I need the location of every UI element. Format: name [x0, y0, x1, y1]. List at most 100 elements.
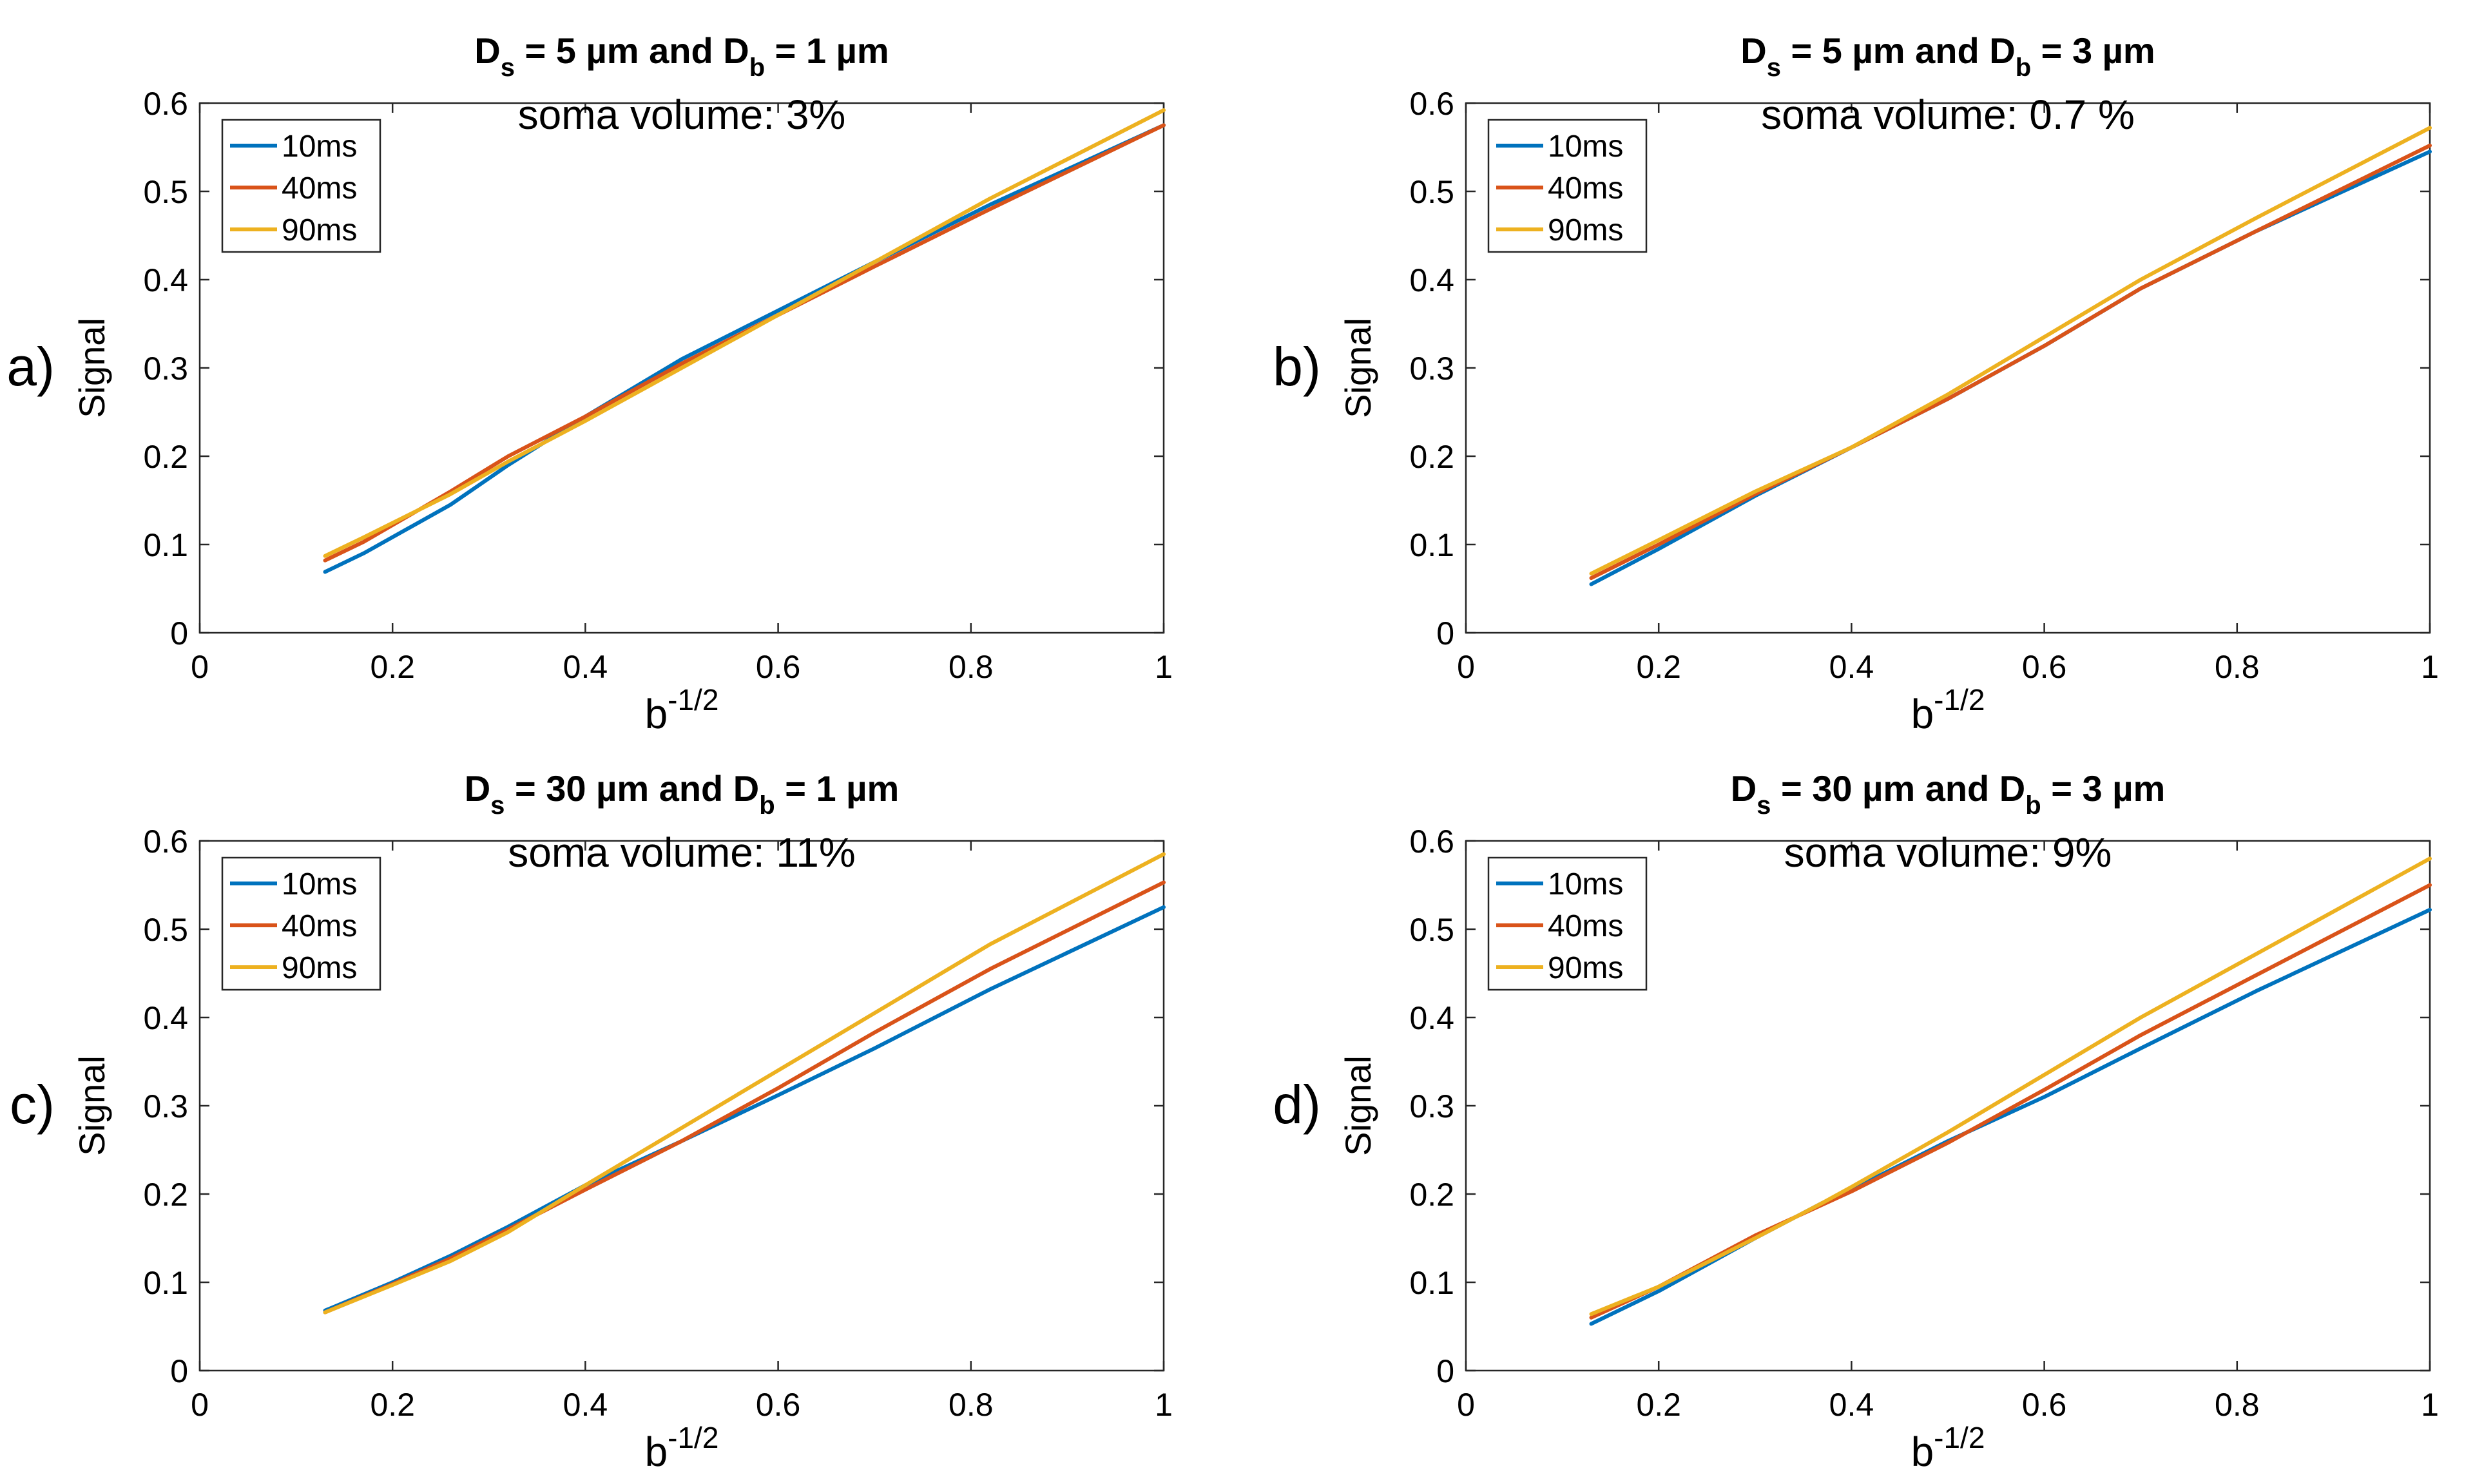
x-axis-label-base: b	[1911, 1429, 1934, 1475]
x-tick-label: 0.2	[1636, 1387, 1681, 1423]
series-line-40ms	[323, 880, 1166, 1315]
chart-subtitle: soma volume: 9%	[1784, 829, 2112, 876]
title-text: = 1 µm	[765, 30, 889, 71]
chart-panel-b: 0 0.1 0.2 0.3 0.4 0.5 0.6 0 0.2 0.4 0.6 0.8 1 10ms 40m…	[1273, 30, 2439, 737]
title-text: = 3 µm	[2041, 768, 2166, 809]
x-tick-label: 0.6	[756, 649, 801, 685]
panel-label: c)	[10, 1074, 55, 1135]
y-tick-label: 0	[170, 615, 188, 651]
title-subscript: s	[490, 791, 505, 820]
title-text: D	[474, 30, 500, 71]
x-tick-label: 0.4	[1829, 649, 1874, 685]
chart-title: Ds = 30 µm and Db = 1 µm	[465, 768, 900, 820]
x-tick-label: 1	[1155, 649, 1173, 685]
x-tick-label: 0.6	[2022, 1387, 2067, 1423]
y-tick-label: 0.5	[143, 912, 188, 948]
chart-subtitle: soma volume: 0.7 %	[1761, 92, 2135, 138]
y-tick-label: 0.6	[143, 824, 188, 860]
panel-label: d)	[1273, 1074, 1321, 1135]
series-line-10ms	[1589, 149, 2432, 586]
series-line-90ms	[1589, 856, 2432, 1316]
legend-label: 40ms	[282, 909, 357, 943]
series-line-10ms	[1589, 907, 2432, 1326]
chart-title: Ds = 30 µm and Db = 3 µm	[1731, 768, 2166, 820]
y-tick-label: 0.4	[143, 262, 188, 298]
y-tick-label: 0.2	[143, 439, 188, 475]
series-line-90ms	[323, 852, 1166, 1315]
x-tick-label: 0.8	[2215, 649, 2260, 685]
y-tick-label: 0.2	[1409, 439, 1454, 475]
x-tick-label: 0.8	[948, 649, 994, 685]
title-text: D	[465, 768, 490, 809]
x-tick-label: 0.4	[1829, 1387, 1874, 1423]
series-line-10ms	[323, 905, 1166, 1313]
y-tick-label: 0.2	[143, 1177, 188, 1213]
legend-label: 10ms	[282, 130, 357, 164]
chart-panel-a: 0 0.1 0.2 0.3 0.4 0.5 0.6 0 0.2 0.4 0.6 0.8 1 10ms 40m…	[6, 30, 1173, 737]
x-axis-label-sup: -1/2	[1934, 683, 1985, 717]
title-text: = 30 µm and D	[505, 768, 759, 809]
x-tick-label: 0	[1457, 1387, 1475, 1423]
legend-label: 40ms	[1548, 171, 1623, 206]
chart-subtitle: soma volume: 11%	[508, 829, 856, 876]
x-axis-label-base: b	[1911, 691, 1934, 737]
x-tick-label: 0.8	[2215, 1387, 2260, 1423]
series-line-40ms	[1589, 883, 2432, 1320]
x-axis-label-base: b	[645, 1429, 668, 1475]
y-tick-label: 0.1	[143, 1265, 188, 1301]
x-tick-label: 0.6	[756, 1387, 801, 1423]
y-tick-label: 0.3	[1409, 1088, 1454, 1124]
y-tick-label: 0.4	[143, 1000, 188, 1036]
title-subscript: s	[1767, 53, 1781, 82]
chart-title: Ds = 5 µm and Db = 3 µm	[1740, 30, 2155, 82]
title-text: D	[1731, 768, 1757, 809]
x-axis-label-base: b	[645, 691, 668, 737]
panel-label: b)	[1273, 336, 1321, 397]
legend-label: 40ms	[1548, 909, 1623, 943]
panel-label: a)	[6, 336, 55, 397]
title-text: D	[1740, 30, 1766, 71]
legend-label: 90ms	[1548, 951, 1623, 985]
y-tick-label: 0.3	[143, 1088, 188, 1124]
series-line-90ms	[323, 108, 1166, 558]
title-text: = 30 µm and D	[1771, 768, 2025, 809]
y-tick-label: 0.5	[143, 174, 188, 210]
y-tick-label: 0	[1436, 1353, 1454, 1389]
y-axis-label: Signal	[72, 318, 112, 418]
title-subscript: b	[2016, 53, 2031, 82]
series-line-90ms	[1589, 126, 2432, 576]
y-tick-label: 0.3	[1409, 351, 1454, 387]
y-tick-label: 0.4	[1409, 262, 1454, 298]
x-tick-label: 0	[191, 1387, 209, 1423]
y-axis-label: Signal	[72, 1055, 112, 1156]
title-text: = 5 µm and D	[515, 30, 749, 71]
title-subscript: b	[759, 791, 775, 820]
y-tick-label: 0.5	[1409, 174, 1454, 210]
title-text: = 3 µm	[2031, 30, 2155, 71]
y-tick-label: 0.5	[1409, 912, 1454, 948]
chart-subtitle: soma volume: 3%	[518, 92, 846, 138]
y-tick-label: 0.6	[143, 86, 188, 122]
x-tick-label: 0.4	[563, 1387, 608, 1423]
chart-title: Ds = 5 µm and Db = 1 µm	[474, 30, 889, 82]
chart-panel-d: 0 0.1 0.2 0.3 0.4 0.5 0.6 0 0.2 0.4 0.6 0.8 1 10ms 40m…	[1273, 768, 2439, 1475]
legend-label: 10ms	[1548, 867, 1623, 901]
y-axis-label: Signal	[1338, 1055, 1378, 1156]
legend-label: 10ms	[282, 867, 357, 901]
x-tick-label: 0.2	[1636, 649, 1681, 685]
x-tick-label: 0	[1457, 649, 1475, 685]
x-tick-label: 0.6	[2022, 649, 2067, 685]
y-tick-label: 0.2	[1409, 1177, 1454, 1213]
series-line-10ms	[323, 123, 1166, 574]
y-tick-label: 0	[170, 1353, 188, 1389]
legend-label: 90ms	[1548, 213, 1623, 247]
title-subscript: b	[749, 53, 765, 82]
x-tick-label: 0.2	[370, 1387, 415, 1423]
y-tick-label: 0.4	[1409, 1000, 1454, 1036]
x-axis-label: b-1/2	[1911, 1421, 1985, 1475]
x-tick-label: 1	[2421, 649, 2439, 685]
y-tick-label: 0.1	[1409, 1265, 1454, 1301]
y-tick-label: 0	[1436, 615, 1454, 651]
title-subscript: s	[501, 53, 515, 82]
